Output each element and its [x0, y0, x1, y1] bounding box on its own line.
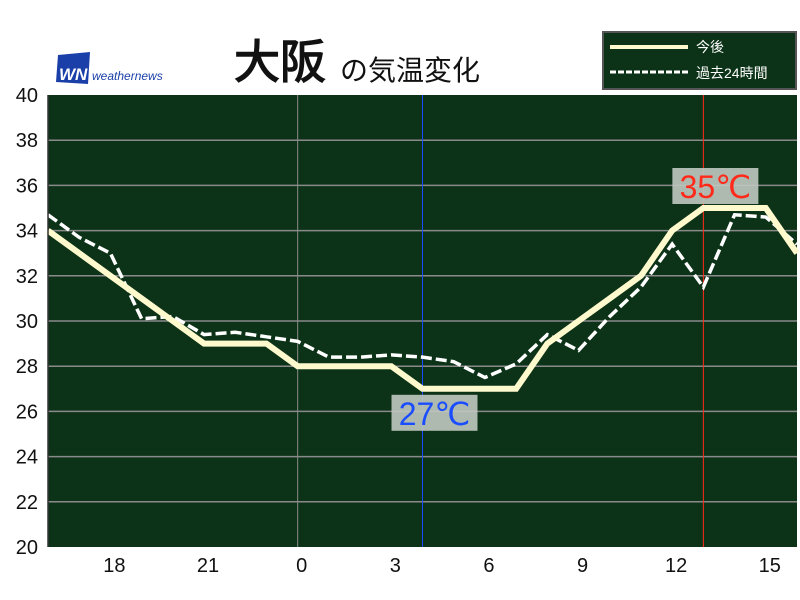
logo-text: weathernews [92, 69, 163, 83]
x-tick-label: 9 [577, 555, 588, 577]
y-tick-label: 20 [16, 537, 38, 559]
y-tick-label: 28 [16, 356, 38, 378]
min-label-box [391, 394, 478, 431]
y-tick-label: 38 [16, 130, 38, 152]
y-tick-label: 34 [16, 221, 38, 243]
legend-label-forecast: 今後 [696, 39, 724, 55]
x-tick-label: 0 [296, 555, 307, 577]
x-tick-label: 12 [665, 555, 687, 577]
title-sub: の気温変化 [340, 55, 480, 86]
y-tick-label: 24 [16, 447, 38, 469]
y-tick-label: 26 [16, 401, 38, 423]
x-tick-label: 21 [197, 555, 219, 577]
legend: 今後 過去24時間 [602, 31, 797, 90]
logo-mark-icon [56, 52, 90, 84]
legend-label-past: 過去24時間 [696, 65, 768, 81]
x-tick-label: 15 [759, 555, 781, 577]
x-tick-label: 18 [103, 555, 125, 577]
logo: WN weathernews [56, 52, 163, 84]
logo-mark: WN [59, 65, 88, 84]
title-main: 大阪 [234, 36, 326, 88]
y-tick-label: 40 [16, 85, 38, 107]
legend-box [602, 31, 797, 90]
max-label-box [672, 168, 759, 204]
y-tick-label: 22 [16, 492, 38, 514]
max-temp-label: 35℃ [680, 169, 752, 205]
x-tick-label: 3 [390, 555, 401, 577]
y-tick-label: 36 [16, 175, 38, 197]
y-tick-label: 30 [16, 311, 38, 333]
min-temp-label: 27℃ [399, 396, 471, 432]
x-tick-label: 6 [483, 555, 494, 577]
y-tick-label: 32 [16, 266, 38, 288]
